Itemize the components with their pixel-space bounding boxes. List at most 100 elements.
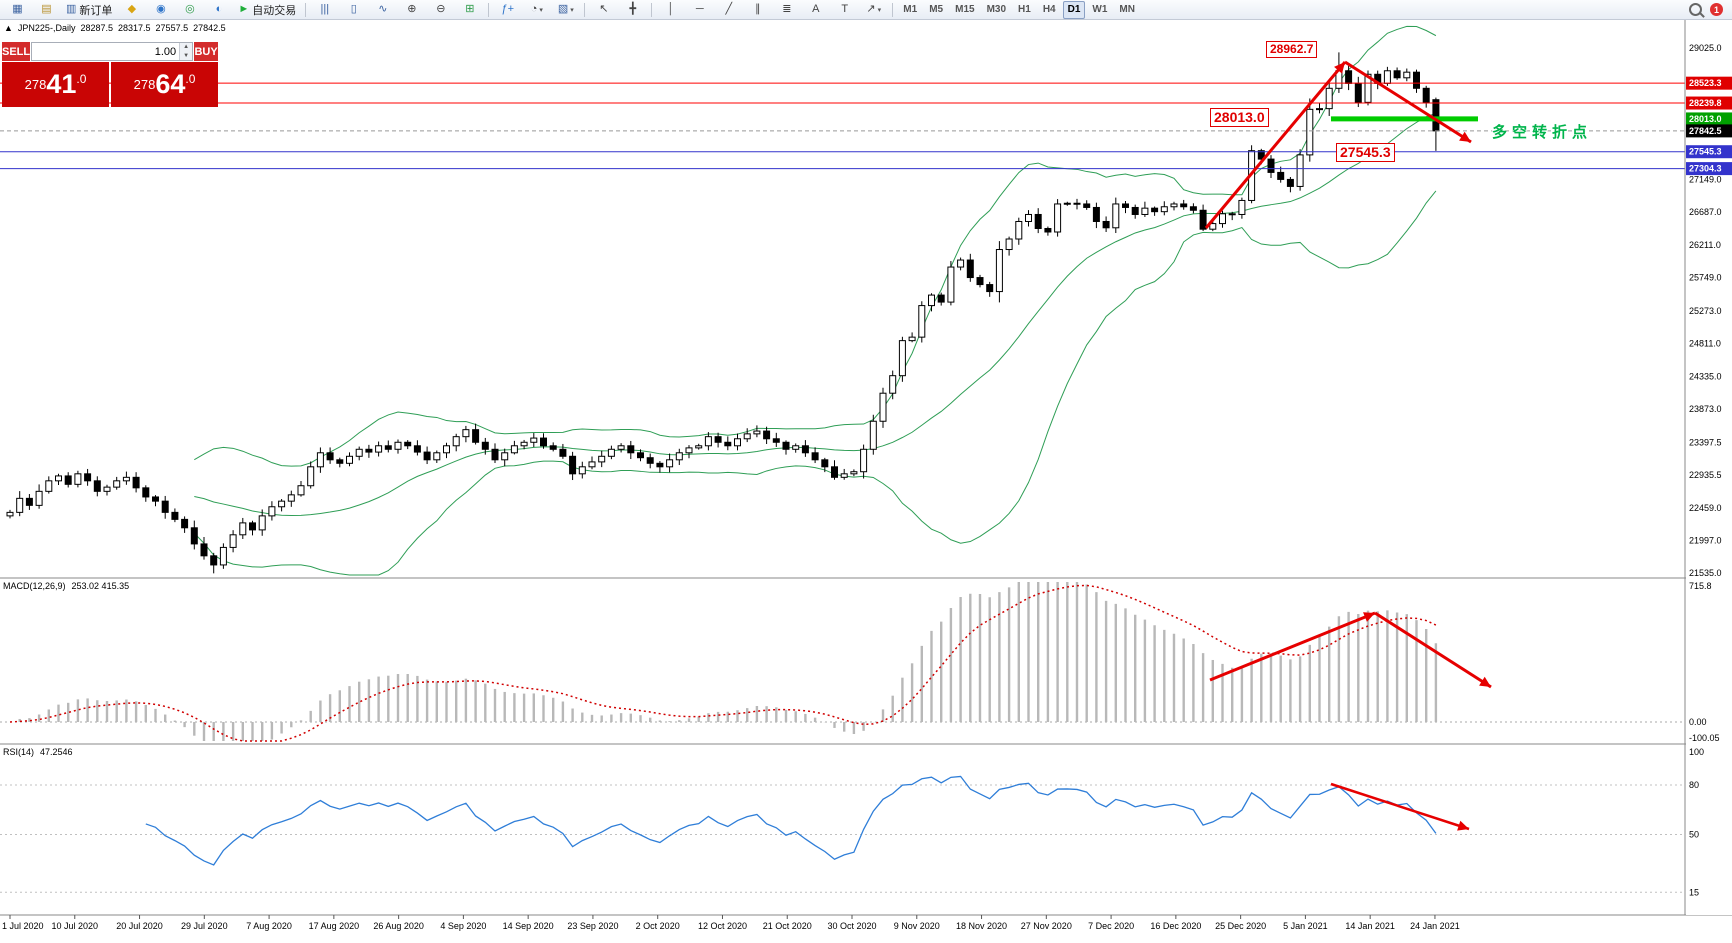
trend-arrow[interactable] <box>1204 61 1347 229</box>
new-chart-icon[interactable]: ▦ <box>4 0 31 19</box>
trend-arrow-head[interactable] <box>1457 820 1469 831</box>
price-axis-label: 26211.0 <box>1689 240 1721 250</box>
bollinger-upper-band <box>194 25 1437 467</box>
crosshair-icon[interactable]: ╋ <box>619 0 646 19</box>
text-annotation[interactable]: 多空转折点 <box>1492 124 1593 141</box>
candle-body <box>1170 203 1178 208</box>
volume-input[interactable] <box>32 43 180 60</box>
price-annotation[interactable]: 27545.3 <box>1336 143 1395 162</box>
notification-badge[interactable]: 1 <box>1710 3 1723 16</box>
trend-arrow-head[interactable] <box>1334 62 1345 74</box>
time-axis-label: 21 Oct 2020 <box>763 921 812 931</box>
candle-body <box>607 448 615 457</box>
timeframe-w1[interactable]: W1 <box>1092 4 1108 15</box>
candle-body <box>937 294 945 303</box>
cursor-icon[interactable]: ↖ <box>590 0 617 19</box>
crosshair-icon-glyph: ╋ <box>629 3 637 15</box>
trend-arrow[interactable] <box>1209 611 1376 682</box>
periods-icon[interactable]: ◔ ▾ <box>523 0 550 19</box>
candle-body <box>1189 206 1197 211</box>
timeframe-m30[interactable]: M30 <box>986 4 1007 15</box>
horizontal-line-icon[interactable]: ─ <box>686 0 713 19</box>
trend-arrow[interactable] <box>1374 611 1492 689</box>
new-order-button[interactable]: ▥ 新订单 <box>62 0 116 19</box>
candle-body <box>957 259 965 268</box>
periods-icon-glyph: ◔ <box>530 3 538 15</box>
candle-body <box>200 543 208 557</box>
candle-body <box>520 441 528 447</box>
timeframe-m1[interactable]: M1 <box>903 4 918 15</box>
trend-arrow[interactable] <box>1344 60 1472 144</box>
zoom-out-icon[interactable]: ⊖ <box>427 0 454 19</box>
one-click-toggle-icon[interactable]: ▲ <box>4 23 13 33</box>
tile-windows-icon[interactable]: ⊞ <box>456 0 483 19</box>
label-icon[interactable]: T <box>831 0 858 19</box>
trend-arrow-head[interactable] <box>1479 676 1491 687</box>
shapes-icon[interactable]: ↗ ▾ <box>860 0 887 19</box>
signals-icon[interactable]: ◎ <box>176 0 203 19</box>
candle-body <box>1141 207 1149 215</box>
timeframe-mn[interactable]: MN <box>1119 4 1135 15</box>
vps-icon[interactable]: ◐ <box>205 0 232 19</box>
channel-icon[interactable]: ∥ <box>744 0 771 19</box>
candle-body <box>1083 203 1091 208</box>
indicators-icon[interactable]: ƒ+ <box>494 0 521 19</box>
text-icon[interactable]: A <box>802 0 829 19</box>
autotrade-button[interactable]: ► 自动交易 <box>234 0 300 19</box>
candle-body <box>637 452 644 459</box>
time-axis-label: 23 Sep 2020 <box>567 921 618 931</box>
candle-body <box>365 448 373 453</box>
candle-body <box>772 438 780 443</box>
price-axis-chip <box>1686 112 1732 126</box>
time-axis-label: 7 Dec 2020 <box>1088 921 1134 931</box>
buy-button[interactable]: BUY <box>194 42 218 61</box>
timeframe-d1[interactable]: D1 <box>1062 0 1086 19</box>
toolbar-separator <box>892 2 894 17</box>
candle-body <box>792 445 800 450</box>
zoom-in-icon[interactable]: ⊕ <box>398 0 425 19</box>
candle-body <box>549 445 557 450</box>
close-value: 27842.5 <box>193 23 226 33</box>
buy-price-button[interactable]: 278 64.0 <box>111 62 218 107</box>
bar-chart-icon[interactable]: ||| <box>311 0 338 19</box>
fibonacci-icon-glyph: ≣ <box>782 3 792 15</box>
trend-arrow-head[interactable] <box>1459 131 1471 142</box>
metaeditor-icon[interactable]: ◆ <box>118 0 145 19</box>
candle-body <box>249 522 256 531</box>
trend-arrow[interactable] <box>1330 782 1470 831</box>
candle-body <box>462 429 470 438</box>
candle-body <box>433 452 441 461</box>
volume-spinner-up-icon[interactable]: ▲ <box>180 43 193 52</box>
trendline-icon[interactable]: ╱ <box>715 0 742 19</box>
timeframe-h1[interactable]: H1 <box>1018 4 1031 15</box>
candle-body <box>627 445 635 454</box>
trend-arrow-head[interactable] <box>1363 612 1375 622</box>
price-annotation[interactable]: 28962.7 <box>1266 41 1318 58</box>
timeframe-m15[interactable]: M15 <box>955 4 975 15</box>
new-order-button-label: 新订单 <box>79 4 113 17</box>
volume-spinner-down-icon[interactable]: ▼ <box>180 51 193 60</box>
templates-icon[interactable]: ▧ ▾ <box>552 0 579 19</box>
fibonacci-icon[interactable]: ≣ <box>773 0 800 19</box>
timeframe-h4[interactable]: H4 <box>1042 4 1056 15</box>
line-chart-icon[interactable]: ∿ <box>369 0 396 19</box>
timeframe-m5[interactable]: M5 <box>929 4 944 15</box>
candle-body <box>1044 227 1052 233</box>
search-icon[interactable] <box>1689 3 1702 16</box>
vertical-line-icon[interactable]: │ <box>657 0 684 19</box>
candle-body <box>394 441 402 450</box>
time-axis-label: 30 Oct 2020 <box>827 921 876 931</box>
market-icon[interactable]: ◉ <box>147 0 174 19</box>
profiles-icon[interactable]: ▤ <box>33 0 60 19</box>
time-axis-label: 25 Dec 2020 <box>1215 921 1266 931</box>
candlestick-icon[interactable]: ▯ <box>340 0 367 19</box>
candle-body <box>423 451 431 461</box>
time-axis-label: 18 Nov 2020 <box>956 921 1007 931</box>
sell-button[interactable]: SELL <box>2 42 31 61</box>
zoom-out-icon-glyph: ⊖ <box>436 3 446 15</box>
sell-price-button[interactable]: 278 41.0 <box>2 62 109 107</box>
price-annotation[interactable]: 28013.0 <box>1210 108 1269 127</box>
candle-body <box>481 441 489 450</box>
